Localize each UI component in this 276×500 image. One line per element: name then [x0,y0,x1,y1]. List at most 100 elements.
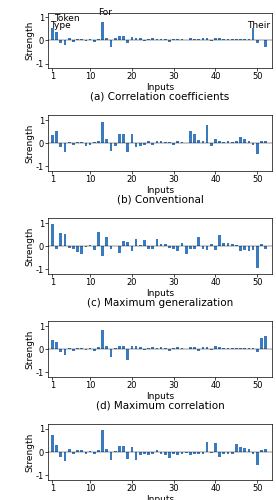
Bar [72,246,75,249]
Bar [114,144,116,146]
Bar [168,246,171,248]
Bar [114,451,116,452]
Bar [252,144,254,145]
Bar [131,346,133,349]
Bar [218,140,221,143]
Bar [55,32,58,40]
Bar [256,144,259,154]
Bar [118,246,121,252]
Bar [160,452,163,454]
Bar [248,39,250,40]
Bar [51,135,54,143]
Title: (b) Conventional: (b) Conventional [117,195,203,205]
Bar [235,245,238,246]
Bar [252,348,254,349]
Bar [181,348,183,349]
Bar [256,246,259,268]
Bar [210,349,213,350]
Bar [206,347,208,349]
Bar [55,246,58,249]
Text: For: For [99,8,112,17]
Bar [51,436,54,452]
Bar [248,140,250,143]
Bar [222,142,225,144]
Bar [80,348,83,349]
Bar [218,38,221,40]
Bar [156,142,158,144]
Bar [72,144,75,145]
Bar [160,348,163,349]
Bar [231,452,233,454]
Bar [227,142,229,144]
Bar [64,349,66,355]
Bar [118,134,121,143]
Bar [172,452,175,454]
Bar [176,452,179,455]
Text: Token: Token [55,14,80,22]
Bar [239,137,242,143]
Bar [197,236,200,246]
Bar [152,38,154,40]
Bar [84,40,87,41]
Bar [97,232,100,246]
Bar [260,338,263,349]
Y-axis label: Strength: Strength [25,330,34,369]
Bar [76,142,79,144]
Bar [152,452,154,454]
Bar [252,246,254,250]
X-axis label: Inputs: Inputs [146,392,174,400]
Bar [193,348,196,349]
Bar [201,348,204,349]
Bar [264,246,267,248]
Bar [101,246,104,256]
Bar [126,452,129,458]
Bar [59,144,62,148]
Bar [264,336,267,349]
Bar [197,349,200,351]
Bar [110,144,112,150]
Bar [68,38,71,40]
Bar [222,348,225,349]
Bar [126,242,129,246]
Bar [214,139,217,143]
Bar [206,125,208,144]
Bar [201,38,204,40]
Bar [235,348,238,349]
X-axis label: Inputs: Inputs [146,186,174,194]
Bar [122,36,125,41]
Bar [147,348,150,349]
Y-axis label: Strength: Strength [25,20,34,60]
Bar [139,245,142,246]
Bar [139,452,142,455]
Bar [260,142,263,144]
Bar [181,452,183,454]
Bar [256,452,259,465]
Bar [59,349,62,352]
Bar [122,134,125,143]
Bar [114,348,116,349]
Bar [118,36,121,40]
Bar [59,234,62,246]
Bar [239,246,242,252]
Bar [176,39,179,40]
Bar [231,244,233,246]
Bar [227,243,229,246]
Bar [201,246,204,249]
Bar [147,246,150,249]
Bar [239,447,242,452]
Bar [72,349,75,351]
Bar [76,348,79,349]
Bar [51,340,54,349]
Bar [105,38,108,40]
Bar [51,28,54,40]
Bar [131,447,133,452]
Bar [156,348,158,349]
Bar [185,452,188,454]
Bar [172,246,175,248]
Bar [214,38,217,40]
Bar [160,244,163,246]
Bar [181,244,183,246]
Bar [93,40,95,42]
Bar [105,139,108,143]
Bar [122,346,125,349]
